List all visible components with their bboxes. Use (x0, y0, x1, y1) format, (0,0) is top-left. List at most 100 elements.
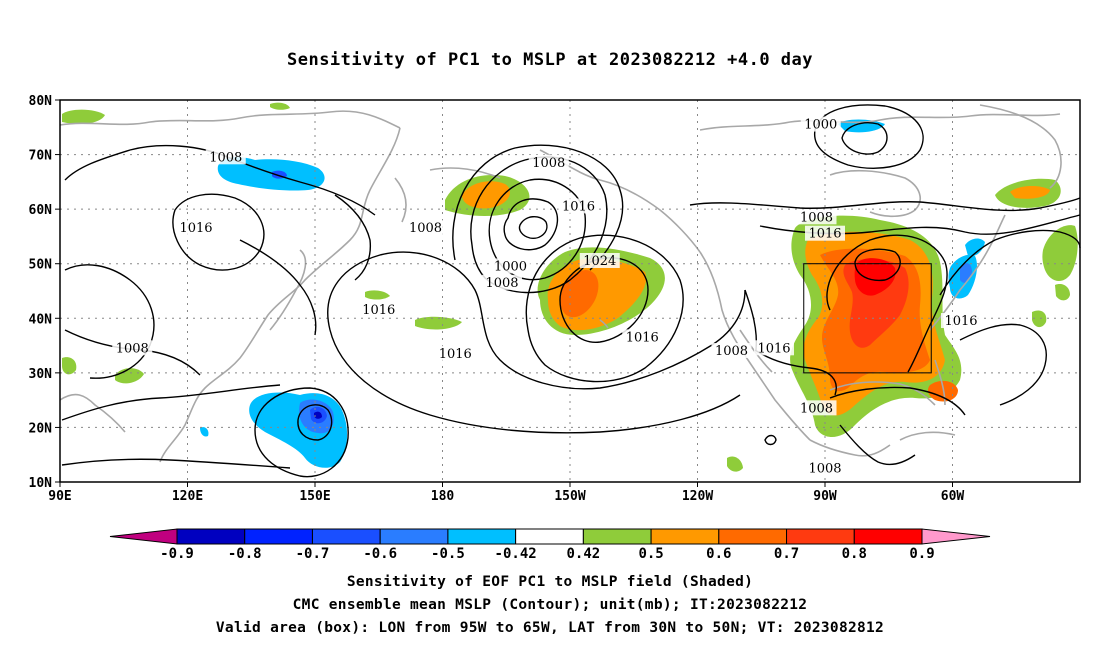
colorbar-label: 0.7 (774, 546, 799, 562)
valid-area-box (803, 263, 932, 374)
contour-aleutian-low-1000 (503, 198, 559, 251)
colorbar-label: -0.7 (296, 546, 330, 562)
contour-label-bg (711, 343, 752, 359)
contour-label: 1008 (715, 344, 748, 359)
colorbar-swatch (515, 528, 584, 545)
caption-contour: CMC ensemble mean MSLP (Contour); unit(m… (292, 597, 808, 613)
contour-siberia-1016 (172, 193, 265, 271)
contour-label-bg (941, 313, 981, 329)
colorbar-swatch (244, 528, 313, 545)
contour-label-bg (579, 252, 620, 268)
colorbar-swatch (853, 528, 923, 545)
colorbar-label: -0.6 (363, 546, 397, 562)
contour-russia-1016 (239, 239, 317, 336)
contour-label: 1008 (485, 276, 518, 291)
contour-label: 1016 (439, 347, 472, 362)
colorbar-label: 0.8 (842, 546, 867, 562)
contour-label: 1016 (562, 199, 595, 214)
lat-label: 70N (29, 149, 53, 164)
contour-label-bg (490, 258, 531, 274)
lat-label: 60N (29, 203, 53, 218)
colorbar-label: 0.9 (909, 546, 934, 562)
lat-label: 30N (29, 367, 53, 382)
lon-label: 150E (299, 489, 330, 504)
contour-label: 1016 (808, 227, 841, 242)
contour-label-bg (800, 116, 841, 132)
sensitivity-shading (62, 102, 1078, 472)
shade-positive-atlantic-east (1042, 225, 1078, 282)
coastline-east-asia (159, 127, 401, 463)
coastlines (59, 104, 1062, 463)
contour-label-bg (435, 345, 476, 361)
contour-pacific-broad-1016 (327, 251, 746, 390)
contour-north-pacific-1008 (329, 329, 741, 434)
contour-mexico-1008 (839, 424, 916, 466)
contour-label: 1008 (532, 156, 565, 171)
colorbar-high-triangle (921, 528, 991, 545)
coastline-florida (934, 359, 946, 406)
coastline-kamchatka (394, 177, 407, 223)
shade-positive-small-4 (727, 456, 743, 472)
contour-label-bg (405, 220, 446, 236)
figure-title: Sensitivity of PC1 to MSLP at 2023082212… (286, 50, 813, 70)
contour-label: 1016 (757, 341, 790, 356)
colorbar-swatch (718, 528, 788, 545)
coastline-japan (269, 249, 307, 331)
contour-label-bg (358, 302, 399, 318)
coastline-gulf (829, 381, 936, 406)
contour-label: 1016 (944, 314, 977, 329)
shade-positive-central-pacific-core (560, 270, 599, 318)
shade-positive-central-north-pacific (415, 316, 462, 330)
coastline-asia-north (59, 110, 401, 129)
shade-positive-atlantic-north-core (1010, 186, 1050, 199)
contour-label-bg (754, 340, 794, 356)
contour-atlantic-south (959, 323, 1047, 406)
lon-label: 90E (48, 489, 71, 504)
colorbar-label: -0.42 (495, 546, 537, 562)
colorbar-label: -0.9 (160, 546, 194, 562)
contour-label-bg (805, 460, 845, 476)
lon-label: 180 (431, 489, 455, 504)
contour-pacific-high-1016 (525, 234, 684, 383)
colorbar-swatch (582, 528, 652, 545)
coastline-hawaii (599, 319, 609, 329)
contour-atlantic-1016 (939, 229, 1081, 296)
contour-label-bg (558, 198, 599, 214)
contour-label: 1016 (626, 330, 659, 345)
latitude-labels: 80N 70N 60N 50N 40N 30N 20N 10N (29, 94, 60, 491)
contour-label: 1008 (808, 461, 841, 476)
colorbar-swatch (786, 528, 855, 545)
contour-label: 1008 (800, 401, 833, 416)
coastline-bering (429, 167, 501, 179)
contour-label: 1000 (804, 118, 837, 133)
contour-great-lakes-low (854, 248, 901, 282)
contour-label-bg (622, 329, 663, 345)
contour-east-siberia (334, 194, 372, 281)
contour-tropical-south (61, 458, 291, 469)
colorbar: -0.9 -0.8 -0.7 -0.6 -0.5 -0.42 0.42 0.5 0.6 0.7 0.… (109, 528, 991, 562)
shade-negative-west-pacific-peak (314, 411, 322, 419)
contour-west-pacific-low-inner (297, 404, 333, 441)
contour-aleutian-low-inner (518, 216, 548, 239)
contour-eastern-trough (826, 234, 948, 373)
colorbar-swatch (379, 528, 449, 545)
contour-label: 1008 (409, 221, 442, 236)
contour-label: 1008 (800, 210, 833, 225)
lat-label: 40N (29, 312, 53, 327)
lat-label: 80N (29, 94, 53, 109)
shade-positive-small-5 (270, 102, 290, 110)
contour-label: 1008 (116, 341, 149, 356)
contour-arctic-low-1000 (841, 122, 888, 155)
colorbar-label: 0.42 (567, 546, 601, 562)
lat-label: 20N (29, 421, 53, 436)
coastline-north-america-west (699, 251, 811, 441)
contour-label-bg (176, 220, 216, 236)
coastline-canada-arctic (699, 113, 1061, 131)
contour-label-bg (805, 225, 845, 241)
coastline-hudson (829, 169, 921, 218)
contour-label-bg (796, 400, 837, 416)
shade-positive-arctic-west (62, 109, 105, 124)
lon-label: 120W (682, 489, 713, 504)
shade-positive-atlantic-small (1055, 284, 1070, 301)
